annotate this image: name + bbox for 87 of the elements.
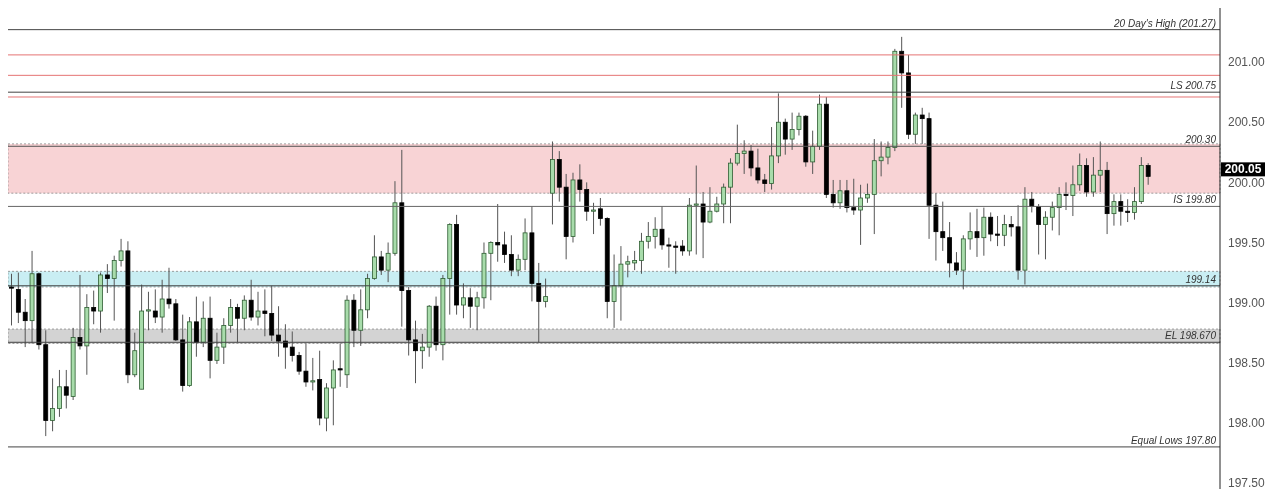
candlestick (1001, 214, 1007, 247)
y-tick-label: 200.50 (1228, 115, 1266, 130)
candlestick (57, 369, 62, 418)
candlestick (159, 279, 165, 334)
candlestick (700, 191, 706, 259)
candlestick (310, 357, 316, 391)
candlestick (22, 298, 28, 348)
y-tick-label: 198.00 (1228, 416, 1266, 431)
candlestick (255, 291, 261, 326)
candlestick (1043, 210, 1048, 260)
candlestick (91, 290, 97, 325)
candlestick (241, 294, 247, 331)
candlestick (461, 282, 466, 319)
candlestick (645, 221, 651, 249)
candlestick (830, 179, 836, 209)
candlestick (152, 288, 158, 324)
candlestick (235, 303, 240, 343)
ref-line-label: 200.30 (1184, 134, 1217, 146)
y-tick-label: 198.50 (1228, 356, 1266, 370)
y-tick-label: 199.50 (1228, 235, 1266, 250)
ref-line-label: 199.14 (1185, 273, 1217, 285)
candlestick (419, 333, 425, 370)
candlestick (652, 216, 658, 249)
candlestick (337, 343, 343, 388)
candlestick (597, 197, 603, 227)
candlestick (577, 163, 583, 203)
candlestick (632, 250, 638, 271)
ref-line-label: Equal Lows 197.80 (1130, 434, 1217, 446)
candlestick (912, 112, 918, 145)
candlestick (1049, 201, 1055, 231)
candlestick (967, 211, 973, 251)
candlestick (693, 165, 699, 256)
candlestick (1056, 186, 1062, 236)
candlestick (543, 278, 549, 308)
candlestick (981, 207, 987, 257)
candlestick (591, 202, 596, 235)
candlestick (77, 274, 83, 351)
candlestick (988, 211, 994, 242)
candlestick (9, 273, 14, 326)
candlestick (467, 287, 473, 329)
candlestick (330, 359, 336, 426)
ref-line-label: IS 199.80 (1173, 194, 1217, 206)
y-tick-label: 200.00 (1228, 175, 1266, 190)
y-tick-label: 199.00 (1228, 295, 1266, 310)
text: 200.05 (1224, 162, 1262, 177)
candlestick (1145, 162, 1151, 186)
candlestick (1132, 186, 1137, 221)
candlestick (378, 250, 384, 276)
candlestick (50, 377, 55, 432)
candlestick (502, 231, 507, 264)
candlestick (495, 203, 501, 263)
candlestick (584, 181, 590, 222)
candlestick (1036, 203, 1042, 256)
candlestick (721, 183, 727, 224)
candlestick (1125, 198, 1131, 223)
candlestick (276, 305, 281, 358)
candlestick (63, 369, 69, 409)
candlestick (413, 320, 418, 384)
candlestick (837, 179, 843, 210)
candlestick (193, 296, 199, 358)
candlestick (1111, 193, 1117, 227)
candlestick (611, 254, 617, 329)
candlestick (372, 234, 377, 281)
candlestick (974, 208, 980, 258)
ref-line-label: 20 Day's High (201.27) (1113, 17, 1216, 29)
candlestick (283, 323, 288, 370)
candlestick (1118, 193, 1124, 227)
candlestick (358, 288, 364, 347)
y-tick-label: 197.50 (1228, 476, 1266, 491)
candlestick (639, 232, 644, 275)
candlestick (508, 234, 514, 277)
candlestick (865, 183, 870, 204)
candlestick (899, 36, 905, 109)
y-tick-label: 201.00 (1228, 55, 1266, 70)
ref-line-label: LS 200.75 (1170, 80, 1217, 92)
candlestick (995, 215, 1000, 247)
candlestick (104, 263, 110, 294)
candlestick (1063, 181, 1069, 211)
candlestick (146, 291, 151, 331)
candlestick (858, 184, 863, 246)
candlestick (954, 251, 959, 276)
candlestick (1029, 191, 1035, 213)
candlestick (248, 279, 254, 322)
candlestick (15, 272, 21, 324)
candlestick (1091, 156, 1096, 198)
candlestick (228, 298, 234, 334)
ref-line-label: EL 198.670 (1165, 330, 1217, 342)
